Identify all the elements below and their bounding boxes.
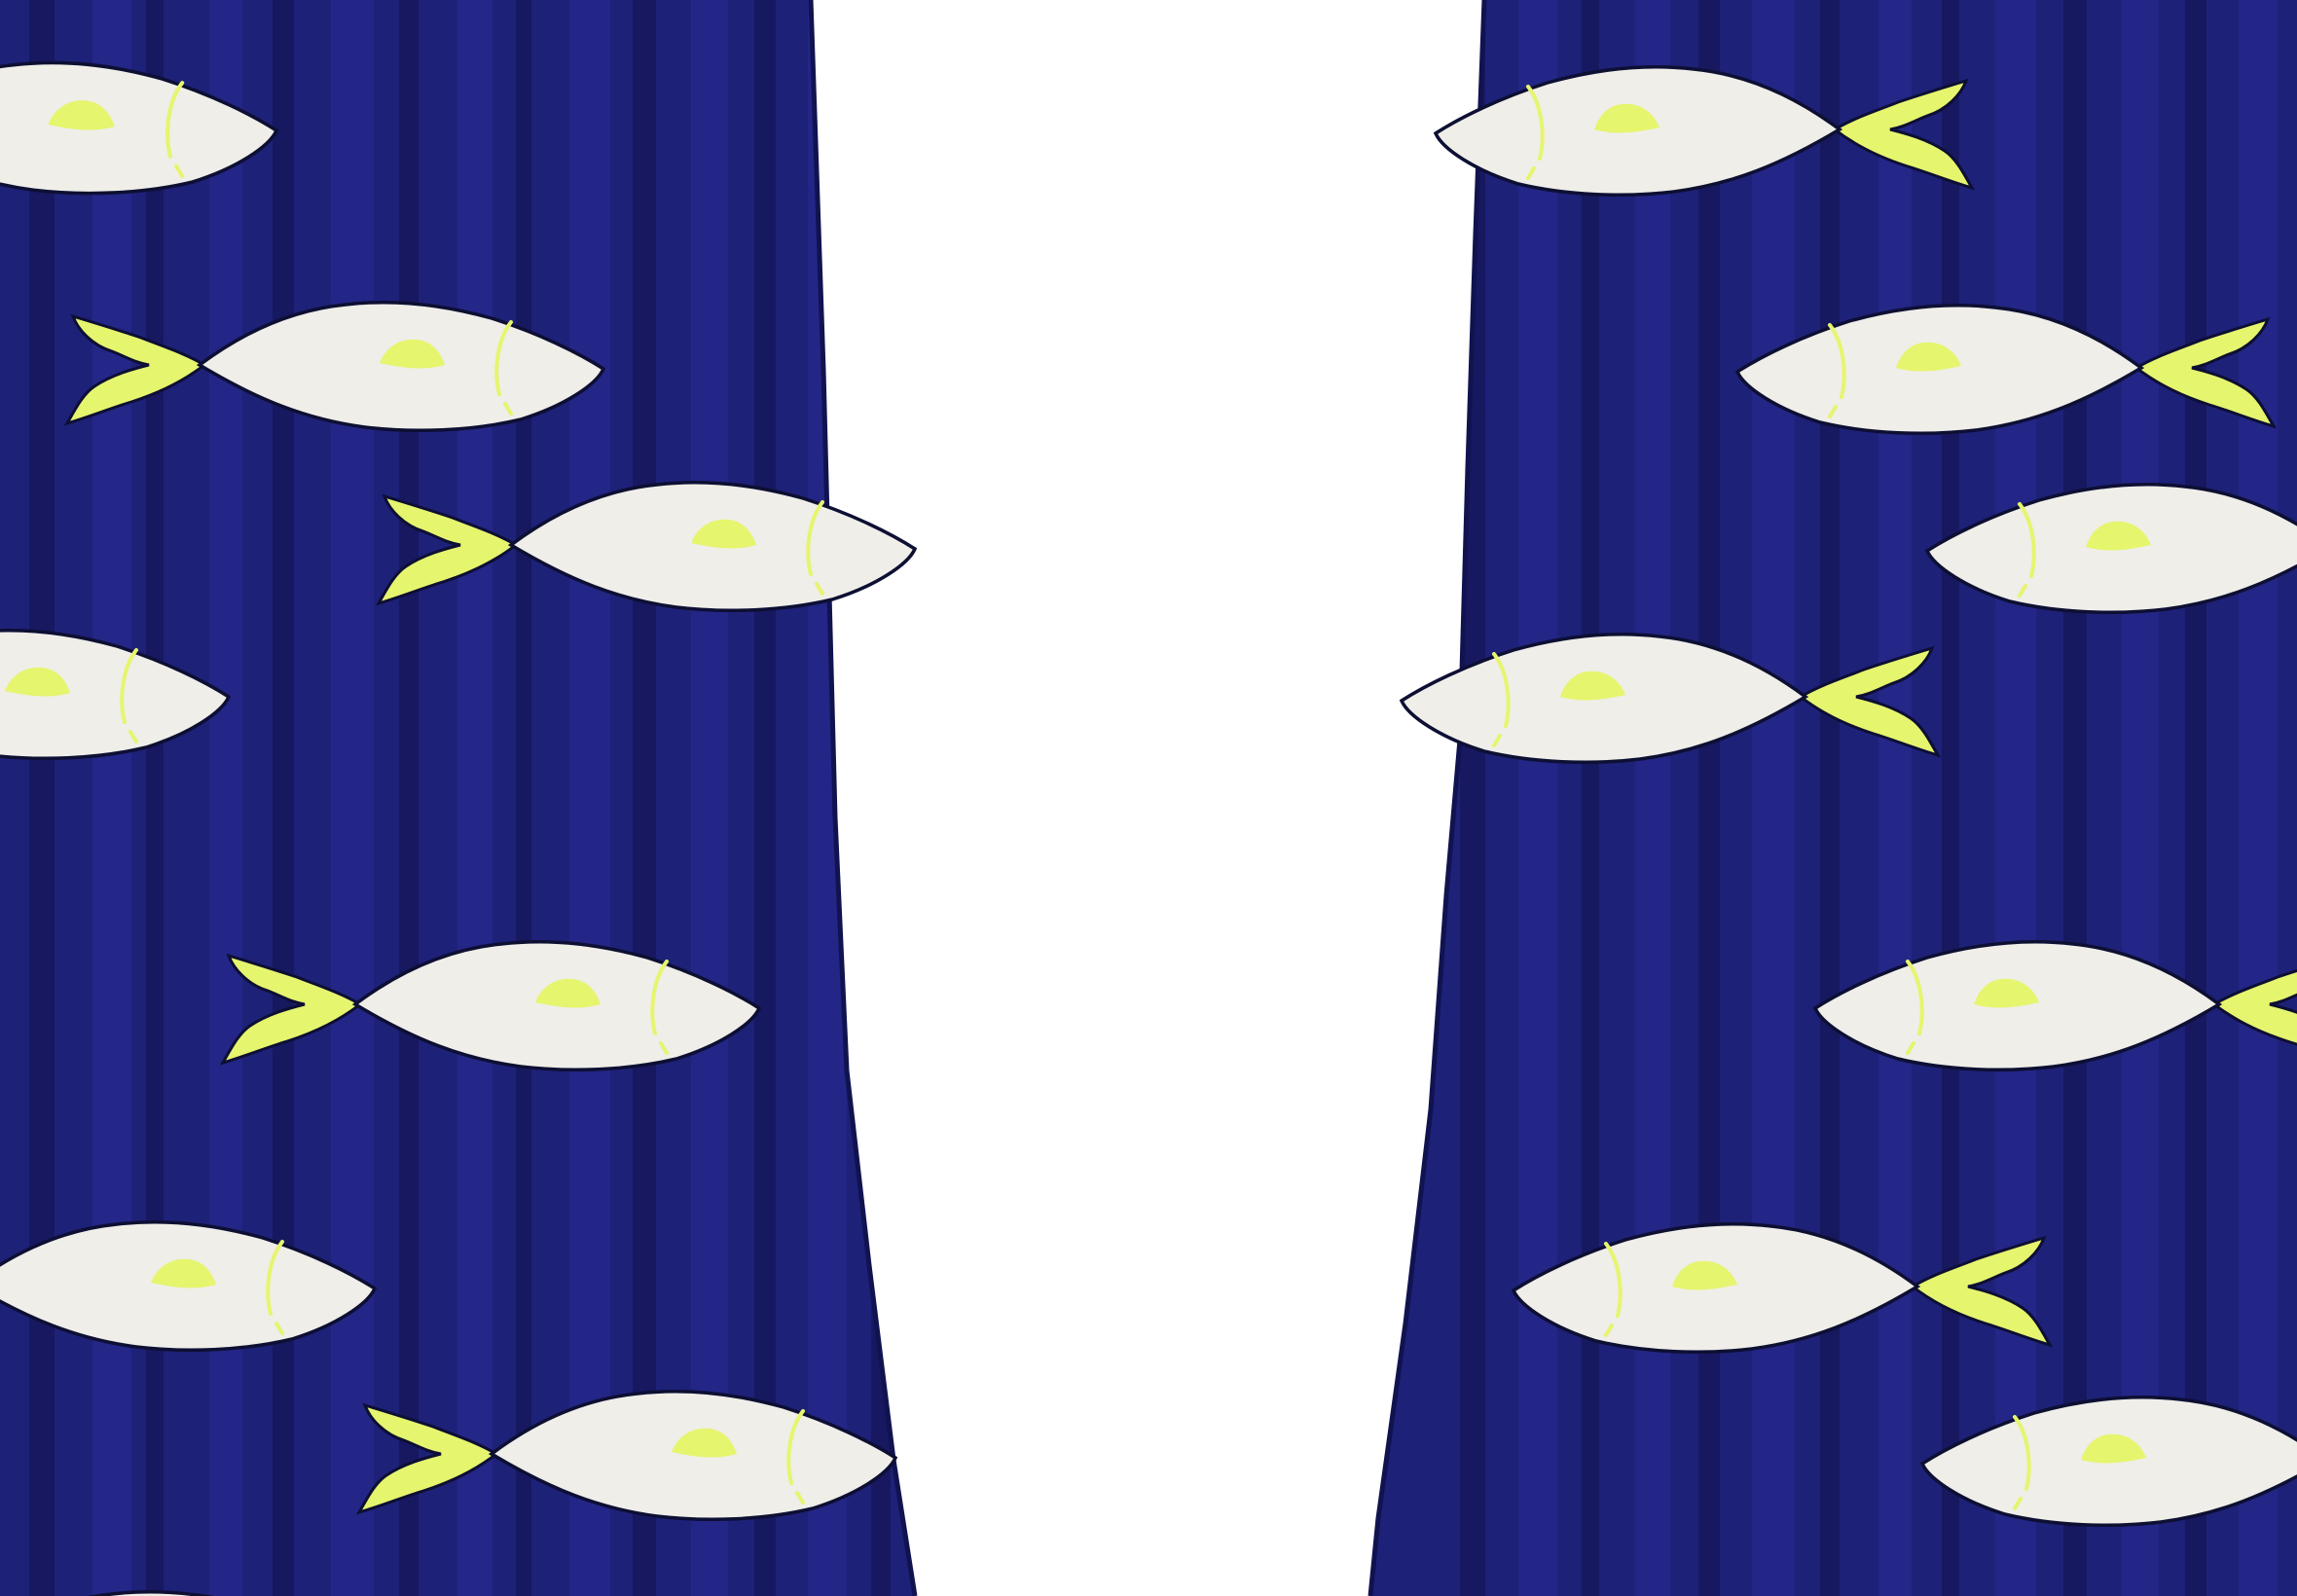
fish-right-5 xyxy=(1812,939,2297,1072)
fish-left-1 xyxy=(0,60,279,196)
fish-gill xyxy=(2018,502,2036,598)
fish-gill xyxy=(1604,1242,1622,1337)
fish-left-7 xyxy=(355,1389,898,1522)
fish-fin xyxy=(1974,978,2039,1008)
fish-fin xyxy=(1560,671,1625,701)
fish-fin xyxy=(1672,1260,1737,1290)
fish-gill xyxy=(494,320,513,416)
fish-left-5 xyxy=(219,939,762,1072)
fish-body xyxy=(87,1589,215,1596)
fish-right-3 xyxy=(1924,482,2297,615)
fish-tail xyxy=(2211,968,2297,1046)
fish-tail xyxy=(63,313,207,426)
curtain-right xyxy=(1367,0,2297,1596)
fish-right-4 xyxy=(1399,632,1942,765)
fish-body xyxy=(0,628,232,761)
fish-fin xyxy=(535,978,601,1008)
fish-layer xyxy=(0,60,2297,1596)
fish-fin xyxy=(380,339,445,369)
fish-fin xyxy=(48,100,115,130)
fish-tail xyxy=(219,953,363,1066)
fish-gill xyxy=(266,1240,284,1335)
fish-gill xyxy=(165,81,185,179)
fish-fin xyxy=(5,667,70,697)
fish-fin xyxy=(2081,1433,2146,1464)
fish-tail xyxy=(1832,78,1976,191)
fish-gill xyxy=(1526,85,1545,180)
fish-fin xyxy=(691,519,756,549)
fish-right-2 xyxy=(1734,303,2278,436)
fish-gill xyxy=(2013,1415,2031,1510)
fish-tail xyxy=(1798,645,1942,758)
fish-fin xyxy=(151,1258,216,1288)
fish-left-4 xyxy=(0,628,232,761)
fish-left-8 xyxy=(87,1589,215,1596)
fish-fin xyxy=(1594,103,1659,133)
fish-right-1 xyxy=(1433,64,1976,198)
fish-gill xyxy=(120,648,138,744)
fish-fin xyxy=(2086,521,2151,551)
fish-gill xyxy=(786,1409,805,1505)
fish-tail xyxy=(1910,1235,2054,1348)
fish-gill xyxy=(650,960,669,1055)
fish-gill xyxy=(1828,323,1846,418)
fish-fin xyxy=(672,1428,737,1458)
fish-right-6 xyxy=(1511,1221,2054,1355)
fish-gill xyxy=(1906,960,1924,1055)
fish-gill xyxy=(806,500,824,596)
fish-right-7 xyxy=(1919,1395,2297,1528)
fish-fin xyxy=(1896,342,1961,372)
fish-left-3 xyxy=(375,480,918,613)
fish-tail xyxy=(355,1402,499,1515)
fish-left-6 xyxy=(0,1219,378,1353)
fish-body xyxy=(0,60,279,196)
curtain-left xyxy=(0,0,918,1596)
fish-gill xyxy=(1492,652,1511,747)
fish-tail xyxy=(375,493,519,606)
fish-left-2 xyxy=(63,300,606,433)
fish-tail xyxy=(2133,316,2278,429)
